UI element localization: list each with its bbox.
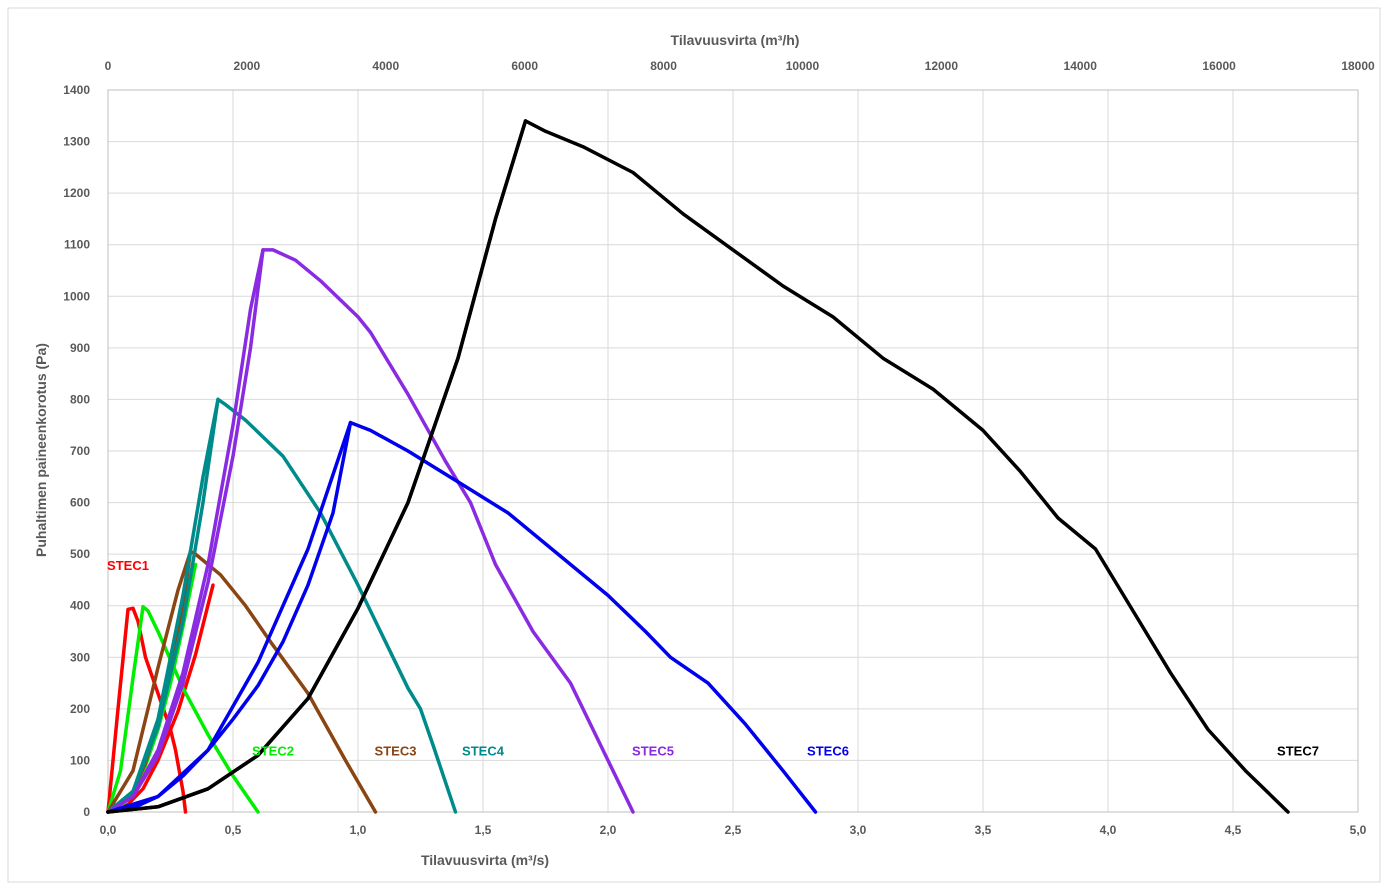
series-stec6-fan-curve [106, 420, 818, 814]
y-tick-label: 1100 [64, 238, 90, 252]
chart-outer-border [7, 7, 1381, 883]
y-tick-label: 800 [70, 392, 90, 406]
y-tick-label: 1400 [63, 83, 90, 97]
y-tick-label: 1300 [63, 135, 90, 149]
y-tick-label: 900 [70, 341, 90, 355]
x-tick-label: 3,5 [975, 823, 992, 837]
y-tick-label: 100 [70, 753, 90, 767]
x2-tick-label: 12000 [925, 59, 959, 73]
x-tick-label: 0,0 [100, 823, 117, 837]
x2-tick-label: 14000 [1064, 59, 1098, 73]
y-tick-label: 700 [70, 444, 90, 458]
series-label-stec5: STEC5 [632, 743, 674, 758]
series-stec7-fan-curve [106, 119, 1290, 814]
y-tick-label: 200 [70, 702, 90, 716]
series-stec2-fan-curve [106, 604, 260, 814]
series-stec6 [106, 420, 818, 814]
x-tick-label: 2,0 [600, 823, 617, 837]
x2-tick-label: 10000 [786, 59, 820, 73]
x2-axis-title: Tilavuusvirta (m³/h) [671, 32, 800, 48]
x-tick-label: 0,5 [225, 823, 242, 837]
series-stec4 [106, 397, 458, 814]
y-axis-title: Puhaltimen paineenkorotus (Pa) [33, 343, 49, 557]
y-tick-label: 400 [70, 599, 90, 613]
series-label-stec2: STEC2 [252, 743, 294, 758]
series-stec4-fan-curve [106, 397, 458, 814]
x-tick-label: 1,0 [350, 823, 367, 837]
series-label-stec7: STEC7 [1277, 743, 1319, 758]
plot-area-frame [107, 89, 1359, 813]
x-tick-label: 1,5 [475, 823, 492, 837]
y-tick-label: 600 [70, 496, 90, 510]
x-tick-label: 4,0 [1100, 823, 1117, 837]
x2-tick-label: 2000 [234, 59, 261, 73]
x2-tick-label: 8000 [650, 59, 677, 73]
series-label-stec3: STEC3 [375, 743, 417, 758]
tick-layer: 0,0 0,5 1,0 1,5 2,0 2,5 3,0 3,5 4,0 4,5 5,00 2000 40… [63, 59, 1375, 837]
series-label-stec4: STEC4 [462, 743, 505, 758]
series-stec1-fan-curve [106, 606, 188, 814]
x-tick-label: 5,0 [1350, 823, 1367, 837]
y-tick-label: 300 [70, 650, 90, 664]
x2-tick-label: 4000 [372, 59, 399, 73]
series-label-stec6: STEC6 [807, 743, 849, 758]
x-axis-title: Tilavuusvirta (m³/s) [421, 852, 549, 868]
y-tick-label: 1000 [63, 289, 90, 303]
x2-tick-label: 16000 [1202, 59, 1236, 73]
x2-tick-label: 18000 [1341, 59, 1375, 73]
series-stec5-fan-curve [106, 248, 635, 814]
y-tick-label: 500 [70, 547, 90, 561]
y-tick-label: 1200 [63, 186, 90, 200]
series-stec5 [106, 248, 635, 814]
x-tick-label: 4,5 [1225, 823, 1242, 837]
x2-tick-label: 6000 [511, 59, 538, 73]
x-tick-label: 2,5 [725, 823, 742, 837]
series-label-layer: STEC1 STEC2 STEC3 STEC4 STEC5 STEC6 STEC7 [107, 558, 1319, 759]
series-label-stec1: STEC1 [107, 558, 149, 573]
series-stec7 [106, 119, 1290, 814]
x2-tick-label: 0 [105, 59, 112, 73]
x-tick-label: 3,0 [850, 823, 867, 837]
y-tick-label: 0 [83, 805, 90, 819]
series-layer [106, 119, 1290, 814]
